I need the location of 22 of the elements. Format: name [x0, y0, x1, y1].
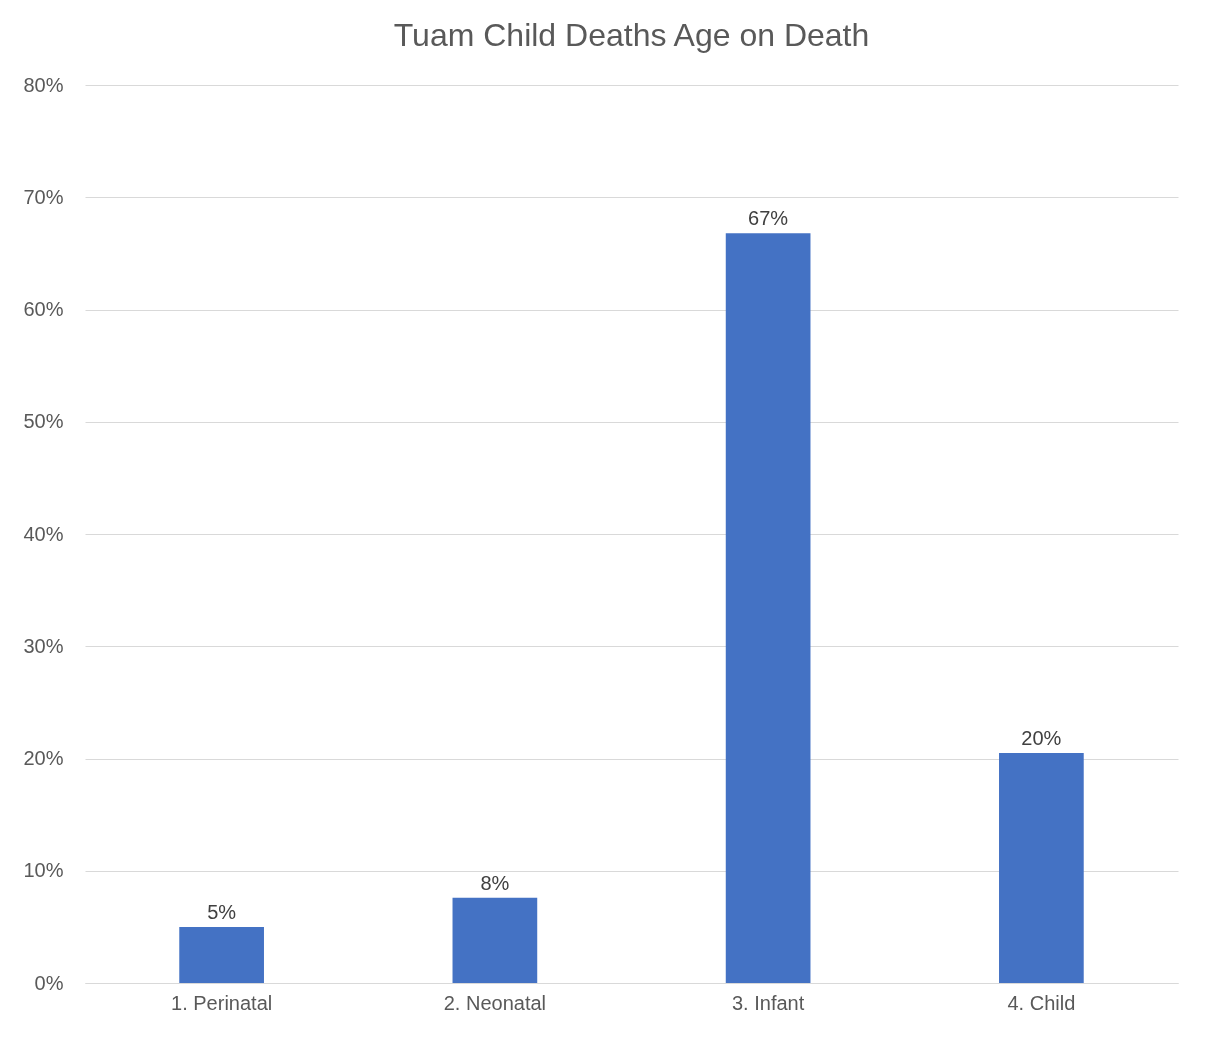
x-tick-label: 3. Infant: [731, 991, 805, 1014]
y-tick-label: 30%: [23, 634, 64, 657]
data-label: 20%: [1021, 726, 1062, 749]
data-label: 67%: [748, 207, 789, 230]
data-label: 5%: [207, 900, 237, 923]
y-tick-label: 0%: [34, 971, 64, 994]
chart-title: Tuam Child Deaths Age on Death: [393, 17, 870, 53]
x-tick-label: 4. Child: [1007, 991, 1076, 1014]
y-tick-label: 60%: [23, 298, 64, 320]
bar: [725, 233, 811, 983]
y-tick-label: 10%: [23, 859, 64, 882]
data-label: 8%: [480, 871, 510, 894]
x-tick-label: 2. Neonatal: [443, 991, 547, 1014]
bar: [179, 926, 264, 983]
y-tick-label: 40%: [23, 522, 64, 545]
bar: [999, 752, 1084, 983]
y-tick-label: 70%: [23, 185, 64, 208]
y-tick-label: 20%: [23, 747, 64, 769]
y-tick-label: 50%: [23, 410, 64, 433]
y-tick-label: 80%: [23, 73, 64, 96]
x-tick-label: 1. Perinatal: [171, 991, 273, 1014]
bar: [452, 897, 538, 983]
